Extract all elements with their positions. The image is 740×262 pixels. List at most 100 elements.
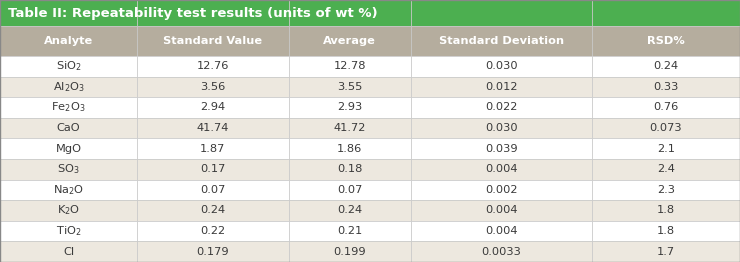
Text: 0.030: 0.030: [485, 61, 518, 71]
Bar: [289, 77, 411, 97]
Bar: [592, 241, 740, 262]
Text: 12.76: 12.76: [197, 61, 229, 71]
Text: 1.87: 1.87: [200, 144, 226, 154]
Bar: [592, 179, 740, 200]
Text: Al$_2$O$_3$: Al$_2$O$_3$: [53, 80, 84, 94]
Text: 0.002: 0.002: [485, 185, 517, 195]
Text: 2.94: 2.94: [201, 102, 225, 112]
Text: Average: Average: [323, 36, 376, 46]
Text: 0.24: 0.24: [201, 205, 225, 216]
Text: SO$_3$: SO$_3$: [57, 162, 80, 176]
Bar: [592, 221, 740, 241]
Text: 41.74: 41.74: [197, 123, 229, 133]
Bar: [411, 0, 592, 26]
Text: 0.199: 0.199: [333, 247, 366, 257]
Bar: [289, 159, 411, 179]
Bar: [289, 56, 411, 77]
Text: 0.030: 0.030: [485, 123, 518, 133]
Text: 12.78: 12.78: [334, 61, 366, 71]
Bar: [411, 221, 592, 241]
Text: CaO: CaO: [57, 123, 80, 133]
Bar: [289, 97, 411, 118]
Bar: [289, 179, 411, 200]
Text: 0.07: 0.07: [200, 185, 226, 195]
Bar: [592, 97, 740, 118]
Text: Analyte: Analyte: [44, 36, 93, 46]
Bar: [137, 56, 289, 77]
Bar: [289, 221, 411, 241]
Bar: [592, 56, 740, 77]
Bar: [0, 0, 137, 26]
Bar: [592, 200, 740, 221]
Text: 0.004: 0.004: [485, 205, 517, 216]
Bar: [411, 159, 592, 179]
Bar: [137, 77, 289, 97]
Bar: [289, 26, 411, 56]
Bar: [137, 0, 289, 26]
Bar: [137, 97, 289, 118]
Bar: [137, 118, 289, 138]
Bar: [411, 97, 592, 118]
Bar: [137, 221, 289, 241]
Text: 2.3: 2.3: [657, 185, 675, 195]
Text: 2.1: 2.1: [657, 144, 675, 154]
Text: 41.72: 41.72: [334, 123, 366, 133]
Text: 0.073: 0.073: [650, 123, 682, 133]
Bar: [137, 138, 289, 159]
Text: 0.76: 0.76: [653, 102, 679, 112]
Bar: [137, 26, 289, 56]
Bar: [0, 241, 137, 262]
Text: SiO$_2$: SiO$_2$: [56, 59, 81, 73]
Bar: [0, 56, 137, 77]
Bar: [592, 138, 740, 159]
Text: K$_2$O: K$_2$O: [57, 204, 80, 217]
Bar: [411, 138, 592, 159]
Bar: [289, 200, 411, 221]
Text: 3.55: 3.55: [337, 82, 363, 92]
Text: MgO: MgO: [56, 144, 81, 154]
Bar: [592, 118, 740, 138]
Bar: [0, 118, 137, 138]
Bar: [0, 221, 137, 241]
Bar: [289, 138, 411, 159]
Bar: [411, 56, 592, 77]
Bar: [411, 26, 592, 56]
Bar: [411, 118, 592, 138]
Text: 0.179: 0.179: [196, 247, 229, 257]
Bar: [137, 159, 289, 179]
Text: 0.012: 0.012: [485, 82, 517, 92]
Bar: [0, 200, 137, 221]
Text: 0.24: 0.24: [653, 61, 679, 71]
Text: 0.33: 0.33: [653, 82, 679, 92]
Text: 2.4: 2.4: [657, 164, 675, 174]
Text: 0.004: 0.004: [485, 226, 517, 236]
Text: 1.7: 1.7: [657, 247, 675, 257]
Bar: [0, 26, 137, 56]
Text: Cl: Cl: [63, 247, 74, 257]
Bar: [592, 159, 740, 179]
Bar: [137, 200, 289, 221]
Bar: [592, 0, 740, 26]
Text: 0.0033: 0.0033: [482, 247, 521, 257]
Text: 0.022: 0.022: [485, 102, 517, 112]
Text: 1.8: 1.8: [657, 205, 675, 216]
Text: 2.93: 2.93: [337, 102, 363, 112]
Text: 0.004: 0.004: [485, 164, 517, 174]
Bar: [137, 179, 289, 200]
Text: Standard Value: Standard Value: [164, 36, 262, 46]
Text: Table II: Repeatability test results (units of wt %): Table II: Repeatability test results (un…: [8, 7, 377, 19]
Bar: [0, 77, 137, 97]
Text: 0.07: 0.07: [337, 185, 363, 195]
Bar: [592, 77, 740, 97]
Text: Na$_2$O: Na$_2$O: [53, 183, 84, 197]
Bar: [0, 159, 137, 179]
Text: 0.18: 0.18: [337, 164, 363, 174]
Text: 0.22: 0.22: [201, 226, 225, 236]
Text: RSD%: RSD%: [647, 36, 685, 46]
Text: Fe$_2$O$_3$: Fe$_2$O$_3$: [51, 101, 86, 114]
Bar: [0, 97, 137, 118]
Text: Standard Deviation: Standard Deviation: [439, 36, 564, 46]
Text: 0.24: 0.24: [337, 205, 362, 216]
Text: 1.86: 1.86: [337, 144, 363, 154]
Bar: [0, 179, 137, 200]
